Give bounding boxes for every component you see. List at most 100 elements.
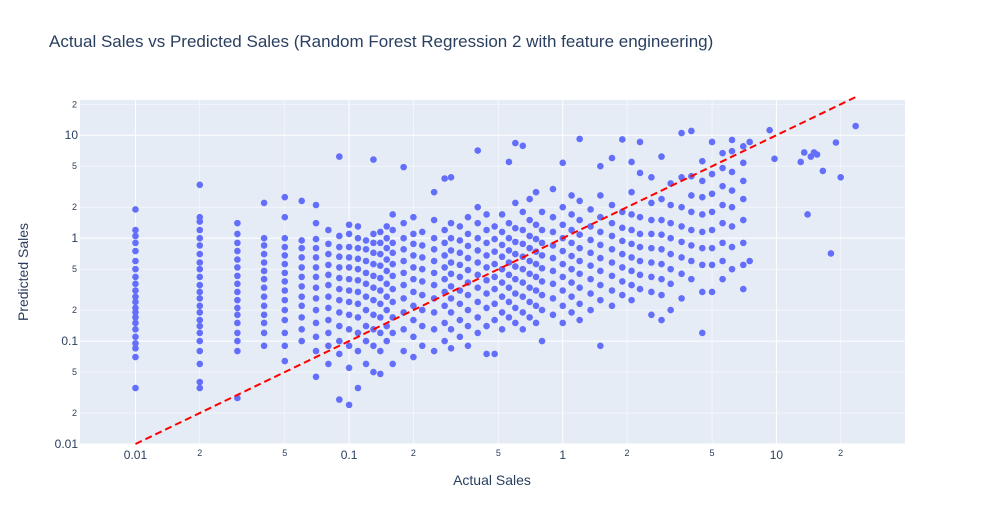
data-point	[298, 237, 306, 244]
data-point	[549, 254, 557, 262]
data-point	[430, 309, 438, 316]
data-point	[196, 309, 204, 316]
x-tick-minor-label: 2	[625, 448, 630, 458]
data-point	[260, 199, 268, 207]
data-point	[410, 353, 417, 361]
data-point	[464, 242, 472, 250]
data-point	[345, 342, 353, 350]
data-point	[719, 219, 726, 227]
data-point	[559, 159, 567, 167]
data-point	[698, 193, 706, 201]
data-point	[418, 228, 426, 236]
data-point	[474, 314, 482, 321]
x-tick-label: 0.1	[341, 448, 358, 462]
data-point	[298, 244, 306, 252]
data-point	[597, 267, 604, 275]
data-point	[281, 193, 289, 201]
data-point	[526, 257, 533, 265]
data-point	[298, 264, 306, 271]
data-point	[298, 293, 306, 300]
data-point	[260, 284, 268, 292]
data-point	[325, 293, 332, 300]
data-point	[519, 265, 527, 273]
data-point	[505, 298, 513, 306]
data-point	[628, 296, 635, 304]
x-tick-minor-label: 2	[197, 448, 202, 458]
data-point	[430, 347, 438, 355]
data-point	[325, 316, 332, 324]
data-point	[491, 223, 498, 230]
data-point	[362, 245, 370, 253]
data-point	[746, 138, 753, 146]
data-point	[234, 337, 241, 345]
data-point	[260, 293, 268, 300]
data-point	[325, 240, 332, 248]
data-point	[132, 333, 139, 341]
data-point	[698, 177, 706, 185]
data-point	[608, 201, 616, 209]
data-point	[526, 298, 533, 306]
data-point	[658, 275, 665, 283]
data-point	[354, 384, 362, 392]
data-point	[336, 243, 343, 251]
data-point	[312, 333, 320, 341]
data-point	[491, 235, 498, 243]
data-point	[234, 264, 241, 271]
data-point	[698, 157, 706, 165]
data-point	[739, 177, 747, 185]
data-point	[498, 253, 506, 261]
data-point	[576, 244, 583, 252]
data-point	[491, 300, 498, 308]
data-point	[383, 244, 391, 252]
y-tick-label: 10	[65, 128, 79, 142]
data-point	[636, 271, 644, 279]
data-point	[196, 250, 204, 258]
data-point	[281, 213, 289, 221]
data-point	[636, 213, 644, 221]
data-point	[196, 288, 204, 296]
data-point	[648, 199, 655, 207]
data-point	[132, 319, 139, 327]
data-point	[430, 281, 438, 289]
data-point	[281, 260, 289, 268]
data-point	[281, 316, 289, 324]
data-point	[658, 245, 665, 253]
y-tick-minor-label: 2	[72, 99, 77, 109]
data-point	[377, 250, 384, 258]
data-point	[728, 136, 736, 144]
data-point	[549, 242, 557, 249]
data-point	[260, 311, 268, 319]
data-point	[410, 275, 417, 283]
data-point	[389, 360, 397, 368]
data-point	[234, 319, 241, 327]
data-point	[728, 265, 736, 273]
data-point	[196, 337, 204, 345]
data-point	[532, 221, 540, 229]
data-point	[608, 259, 616, 266]
data-point	[345, 364, 353, 372]
data-point	[447, 295, 455, 302]
data-point	[739, 261, 747, 269]
data-point	[312, 373, 320, 381]
data-point	[234, 347, 241, 355]
data-point	[491, 248, 498, 255]
data-point	[410, 213, 417, 221]
data-point	[312, 235, 320, 243]
data-point	[576, 284, 583, 292]
data-point	[410, 230, 417, 238]
data-point	[354, 276, 362, 284]
data-point	[519, 208, 527, 216]
data-point	[196, 213, 204, 221]
data-point	[345, 221, 353, 229]
data-point	[441, 337, 448, 345]
data-point	[447, 345, 455, 352]
data-point	[377, 274, 384, 282]
data-point	[196, 316, 204, 324]
data-point	[418, 278, 426, 285]
data-point	[597, 254, 604, 262]
data-point	[728, 203, 736, 211]
data-point	[383, 280, 391, 288]
data-point	[336, 396, 343, 403]
data-point	[526, 270, 533, 278]
data-point	[483, 276, 490, 284]
